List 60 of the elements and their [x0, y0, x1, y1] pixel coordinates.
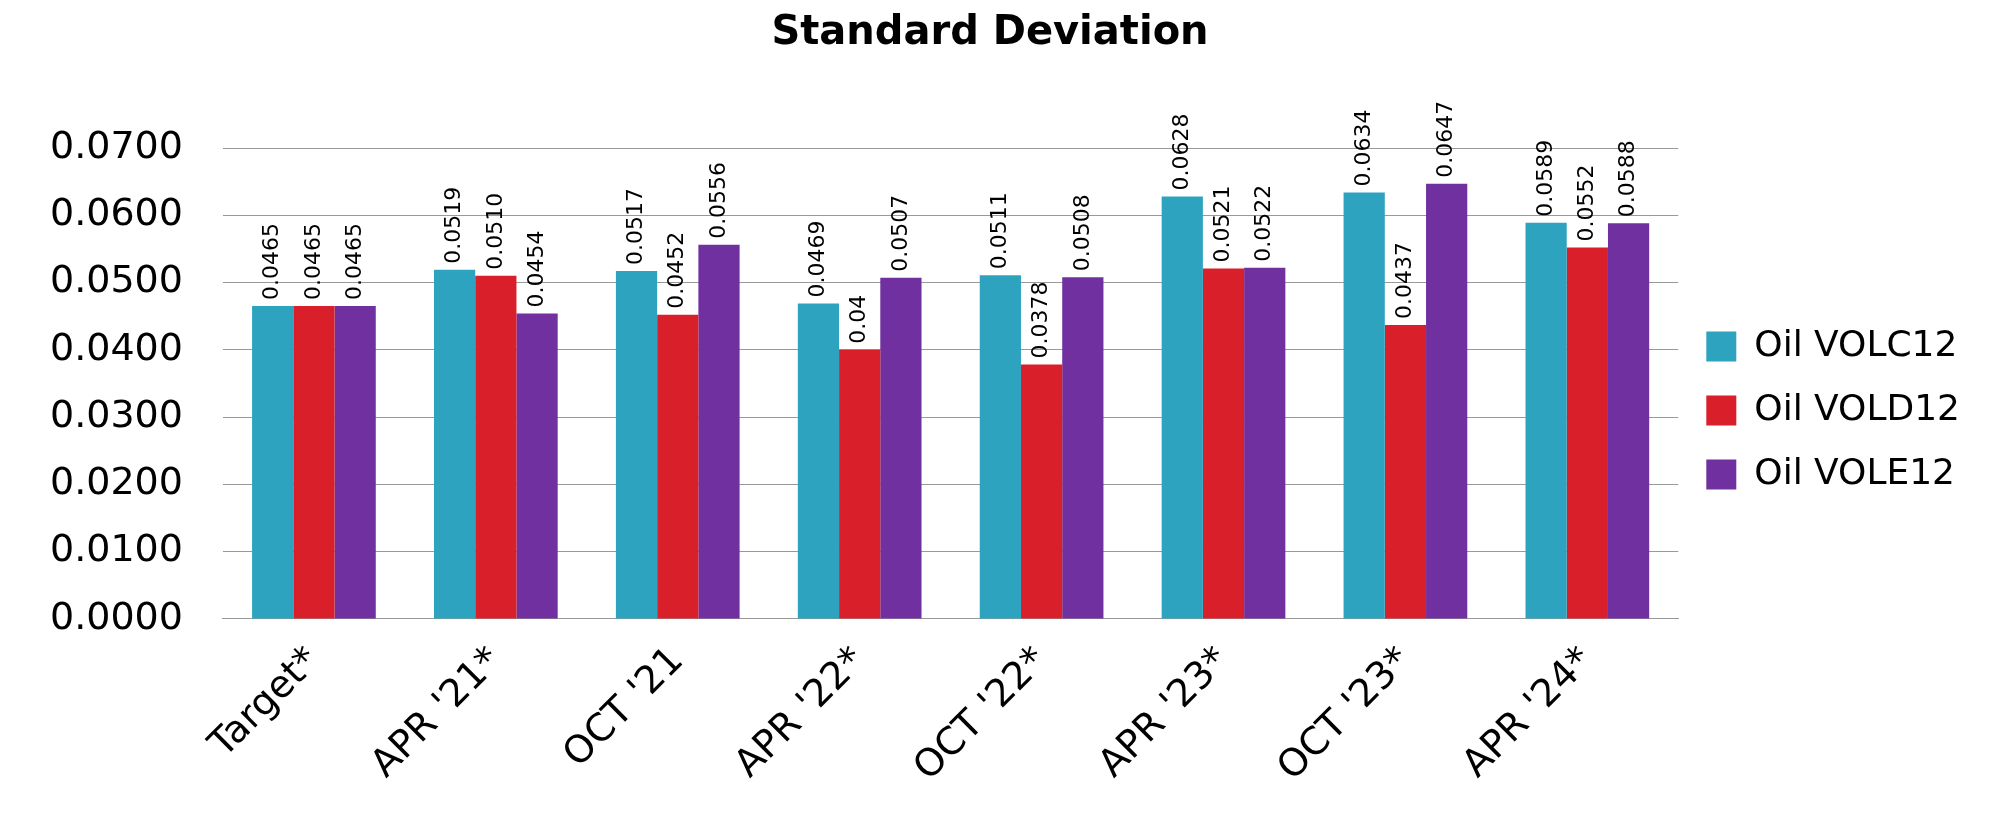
- data-label: 0.0511: [986, 192, 1012, 270]
- bar: [293, 306, 335, 619]
- bar: [1384, 324, 1427, 619]
- y-tick-label: 0.0400: [49, 324, 183, 369]
- data-label: 0.0517: [622, 188, 648, 266]
- legend-label: Oil VOLC12: [1754, 322, 1958, 364]
- data-label: 0.04: [845, 294, 871, 344]
- y-tick-label: 0.0100: [49, 526, 183, 571]
- data-label: 0.0552: [1573, 164, 1599, 242]
- y-tick-label: 0.0300: [49, 391, 183, 436]
- y-tick-label: 0.0000: [49, 593, 183, 638]
- bar: [1566, 247, 1608, 619]
- bar: [698, 244, 740, 619]
- bar: [615, 271, 658, 619]
- data-label: 0.0589: [1531, 139, 1557, 217]
- bar: [1244, 267, 1286, 619]
- bar: [334, 306, 376, 619]
- data-label: 0.0465: [340, 223, 366, 301]
- data-label: 0.0469: [804, 220, 830, 298]
- bar: [839, 349, 881, 619]
- data-label: 0.0647: [1432, 100, 1458, 178]
- bar: [657, 314, 699, 619]
- data-label: 0.0521: [1209, 185, 1235, 263]
- data-label: 0.0508: [1068, 194, 1094, 272]
- data-label: 0.0588: [1614, 140, 1640, 218]
- bar: [979, 275, 1021, 619]
- data-label: 0.0628: [1167, 113, 1193, 191]
- bar: [797, 303, 840, 619]
- bar: [252, 306, 294, 619]
- bar: [1343, 192, 1385, 619]
- bar: [516, 313, 558, 619]
- data-label: 0.0634: [1349, 109, 1375, 187]
- bar: [1161, 196, 1203, 619]
- data-label: 0.0510: [481, 192, 507, 270]
- bar: [1525, 222, 1567, 619]
- bar: [1202, 268, 1245, 619]
- y-tick-label: 0.0700: [49, 122, 183, 167]
- bar: [475, 275, 517, 619]
- data-label: 0.0465: [258, 223, 284, 301]
- data-label: 0.0507: [886, 194, 912, 272]
- data-label: 0.0437: [1391, 241, 1417, 319]
- bar: [1426, 183, 1468, 619]
- y-tick-label: 0.0200: [49, 459, 183, 504]
- data-label: 0.0452: [663, 231, 689, 309]
- data-label: 0.0556: [704, 161, 730, 239]
- data-label: 0.0378: [1027, 281, 1053, 359]
- y-tick-label: 0.0500: [49, 257, 183, 302]
- legend-label: Oil VOLD12: [1754, 386, 1960, 428]
- y-tick-label: 0.0600: [49, 190, 183, 235]
- legend-label: Oil VOLE12: [1754, 450, 1956, 492]
- chart-title: Standard Deviation: [771, 7, 1209, 54]
- bar: [1062, 277, 1104, 619]
- data-label: 0.0522: [1250, 184, 1276, 262]
- bar: [433, 269, 476, 619]
- bar: [1607, 223, 1650, 619]
- data-label: 0.0465: [299, 223, 325, 301]
- data-label: 0.0454: [522, 230, 548, 308]
- bar: [880, 277, 922, 619]
- data-label: 0.0519: [440, 186, 466, 264]
- bar: [1020, 364, 1063, 619]
